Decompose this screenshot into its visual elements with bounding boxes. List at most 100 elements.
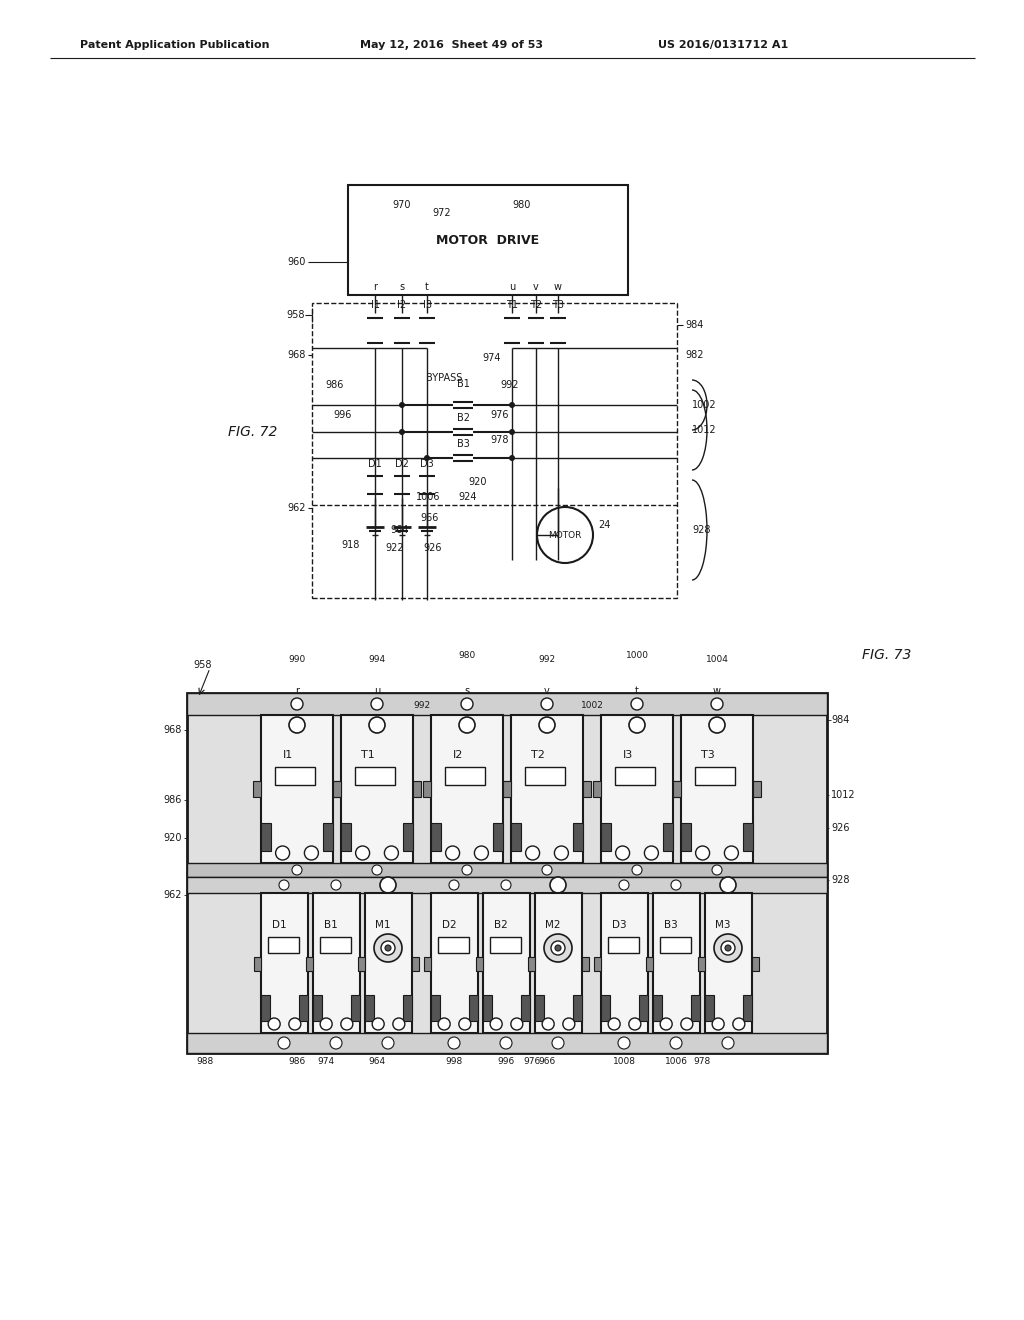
Circle shape bbox=[618, 1038, 630, 1049]
Text: T1: T1 bbox=[506, 300, 518, 310]
Bar bbox=[261, 894, 308, 1034]
Text: T3: T3 bbox=[552, 300, 564, 310]
Bar bbox=[313, 995, 322, 1020]
Text: B1: B1 bbox=[457, 379, 469, 389]
Text: B2: B2 bbox=[494, 920, 508, 931]
Text: T1: T1 bbox=[361, 750, 375, 760]
Text: T2: T2 bbox=[531, 750, 546, 760]
Circle shape bbox=[509, 429, 515, 436]
Text: 996: 996 bbox=[498, 1056, 515, 1065]
Circle shape bbox=[670, 1038, 682, 1049]
Text: T3: T3 bbox=[701, 750, 715, 760]
Bar bbox=[535, 894, 582, 1034]
Bar bbox=[431, 894, 478, 1034]
Text: 976: 976 bbox=[490, 411, 509, 420]
Bar bbox=[521, 995, 530, 1020]
Bar bbox=[351, 995, 360, 1020]
Bar bbox=[660, 937, 690, 953]
Circle shape bbox=[449, 880, 459, 890]
Text: B3: B3 bbox=[664, 920, 678, 931]
Bar bbox=[608, 937, 639, 953]
Text: M1: M1 bbox=[375, 920, 390, 931]
Bar bbox=[254, 957, 261, 972]
Bar bbox=[503, 781, 511, 797]
Circle shape bbox=[681, 1018, 693, 1030]
Text: 966: 966 bbox=[421, 513, 439, 523]
Bar bbox=[187, 693, 827, 1053]
Text: 982: 982 bbox=[685, 350, 703, 360]
Bar bbox=[483, 995, 492, 1020]
Bar bbox=[341, 822, 351, 851]
Bar bbox=[535, 995, 544, 1020]
Bar bbox=[355, 767, 395, 785]
Bar bbox=[321, 937, 350, 953]
Circle shape bbox=[268, 1018, 281, 1030]
Text: 986: 986 bbox=[289, 1056, 305, 1065]
Text: 1002: 1002 bbox=[692, 400, 717, 411]
Bar bbox=[431, 715, 503, 863]
Bar bbox=[187, 876, 827, 894]
Circle shape bbox=[459, 1018, 471, 1030]
Bar bbox=[511, 822, 521, 851]
Text: 974: 974 bbox=[317, 1056, 335, 1065]
Circle shape bbox=[341, 1018, 353, 1030]
Circle shape bbox=[618, 880, 629, 890]
Text: 980: 980 bbox=[513, 201, 531, 210]
Text: I2: I2 bbox=[454, 750, 464, 760]
Bar bbox=[700, 957, 707, 972]
Text: 918: 918 bbox=[342, 540, 360, 550]
Text: 1002: 1002 bbox=[581, 701, 603, 710]
Bar bbox=[490, 937, 520, 953]
Circle shape bbox=[671, 880, 681, 890]
Bar bbox=[646, 957, 653, 972]
Bar bbox=[639, 995, 648, 1020]
Circle shape bbox=[712, 1018, 724, 1030]
Bar bbox=[403, 995, 412, 1020]
Text: I1: I1 bbox=[371, 300, 380, 310]
Bar bbox=[187, 863, 827, 876]
Bar bbox=[743, 822, 753, 851]
Text: 922: 922 bbox=[386, 543, 404, 553]
Circle shape bbox=[525, 846, 540, 861]
Circle shape bbox=[709, 717, 725, 733]
Bar bbox=[476, 957, 483, 972]
Text: 976: 976 bbox=[524, 1056, 541, 1065]
Bar bbox=[573, 822, 583, 851]
Text: 966: 966 bbox=[539, 1056, 556, 1065]
Circle shape bbox=[551, 941, 565, 954]
Circle shape bbox=[725, 945, 731, 950]
Circle shape bbox=[449, 1038, 460, 1049]
Circle shape bbox=[371, 698, 383, 710]
Text: u: u bbox=[509, 282, 515, 292]
Bar bbox=[673, 781, 681, 797]
Circle shape bbox=[292, 865, 302, 875]
Circle shape bbox=[714, 935, 742, 962]
Text: MOTOR: MOTOR bbox=[548, 531, 582, 540]
Text: 926: 926 bbox=[831, 822, 850, 833]
Text: 1006: 1006 bbox=[416, 492, 440, 502]
Text: 1004: 1004 bbox=[706, 656, 728, 664]
Bar bbox=[743, 995, 752, 1020]
Text: 990: 990 bbox=[289, 656, 305, 664]
Bar bbox=[698, 957, 705, 972]
Bar bbox=[412, 957, 419, 972]
Bar bbox=[413, 781, 421, 797]
Bar bbox=[445, 767, 485, 785]
Text: r: r bbox=[295, 686, 299, 696]
Circle shape bbox=[445, 846, 460, 861]
Text: 960: 960 bbox=[288, 257, 306, 267]
Text: D1: D1 bbox=[368, 459, 382, 469]
Text: 1000: 1000 bbox=[626, 651, 648, 660]
Bar bbox=[358, 957, 365, 972]
Text: 992: 992 bbox=[414, 701, 430, 710]
Circle shape bbox=[544, 935, 572, 962]
Bar bbox=[323, 822, 333, 851]
Text: 920: 920 bbox=[468, 477, 486, 487]
Circle shape bbox=[537, 507, 593, 564]
Text: 970: 970 bbox=[393, 201, 412, 210]
Text: w: w bbox=[554, 282, 562, 292]
Text: 984: 984 bbox=[831, 715, 849, 725]
Circle shape bbox=[438, 1018, 451, 1030]
Circle shape bbox=[462, 865, 472, 875]
Bar bbox=[365, 894, 412, 1034]
